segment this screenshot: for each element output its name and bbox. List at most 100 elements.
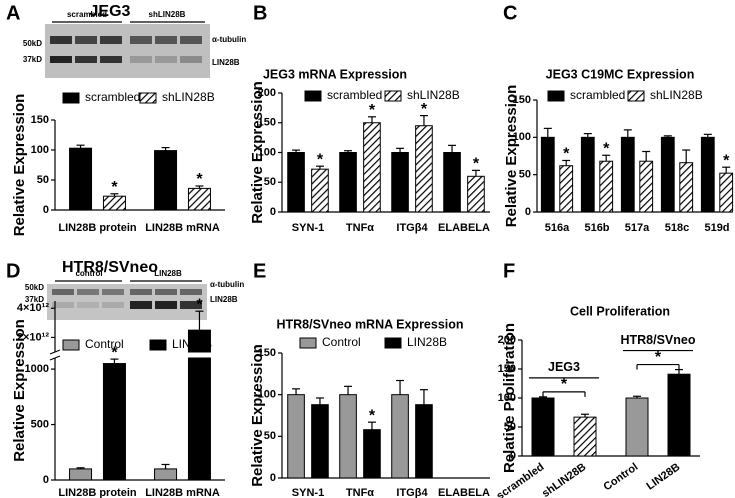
y-tick-label: 50 [504, 421, 516, 433]
legend-swatch [299, 337, 317, 349]
y-tick-label: 150 [258, 347, 276, 359]
panel-letter: A [6, 2, 20, 24]
x-tick-label: ELABELA [438, 487, 490, 498]
significance-star: * [603, 140, 610, 157]
legend-label: LIN28B [172, 337, 212, 351]
legend-swatch [139, 92, 157, 104]
y-tick-label: 150 [498, 363, 516, 375]
significance-star: * [421, 101, 428, 118]
panel-letter: F [503, 260, 515, 282]
panel-letter: D [6, 260, 20, 282]
bar [639, 160, 654, 213]
legend-swatch [149, 339, 167, 351]
bar [154, 468, 178, 481]
y-tick-label: 100 [258, 146, 276, 158]
y-tick-label: 100 [258, 389, 276, 401]
bar [679, 162, 694, 213]
bar [154, 150, 178, 211]
panel-title: JEG3 [90, 3, 131, 20]
y-tick-label: 150 [258, 117, 276, 129]
bar [719, 172, 734, 213]
bar [660, 136, 675, 213]
blot-protein: LIN28B [210, 295, 238, 304]
y-tick-label: 100 [31, 144, 49, 156]
bar [667, 373, 691, 457]
bar [187, 357, 211, 481]
y-tick-label: 0 [525, 206, 531, 218]
bar [559, 165, 574, 213]
y-tick-label: 0 [510, 450, 516, 462]
blot-marker: 37kD [23, 55, 42, 64]
bar [339, 394, 357, 479]
bar [339, 152, 357, 213]
bar [540, 136, 555, 213]
blot-lane-label: scrambled [67, 10, 107, 19]
significance-star: * [369, 102, 376, 119]
legend-label: shLIN28B [407, 88, 460, 102]
bar [625, 397, 649, 457]
blot-protein: α-tubulin [210, 280, 244, 289]
legend-label: Control [322, 335, 361, 349]
panel-title: HTR8/SVneo mRNA Expression [276, 317, 463, 331]
significance-star: * [561, 376, 568, 393]
x-tick-label: LIN28B [644, 461, 682, 493]
legend-swatch [62, 92, 80, 104]
bar [573, 416, 597, 457]
panel-title: JEG3 mRNA Expression [263, 67, 407, 81]
y-tick-label: 150 [31, 114, 49, 126]
y-axis-label: Relative Expression [503, 85, 520, 228]
group-label: HTR8/SVneo [620, 333, 695, 347]
y-tick-label: 50 [37, 174, 49, 186]
legend-label: shLIN28B [162, 90, 215, 104]
western-blot [45, 21, 210, 78]
significance-star: * [655, 349, 662, 366]
axis-break [49, 349, 61, 355]
bar [443, 152, 461, 213]
bar [580, 136, 595, 213]
legend-label: scrambled [85, 90, 140, 104]
legend-label: LIN28B [407, 335, 447, 349]
significance-star: * [111, 179, 118, 196]
x-tick-label: 518c [665, 222, 689, 234]
legend-swatch [384, 90, 402, 102]
y-axis-label: Relative Expression [11, 94, 28, 237]
legend-label: scrambled [570, 88, 625, 102]
y-tick-label: 0 [270, 472, 276, 484]
bar [287, 394, 305, 479]
blot-lane-label: LIN28B [154, 269, 182, 278]
axis-break [49, 355, 61, 361]
blot-marker: 37kD [25, 295, 44, 304]
blot-protein: LIN28B [212, 58, 240, 67]
y-tick-label: 500 [31, 418, 49, 430]
x-tick-label: LIN28B mRNA [145, 487, 220, 498]
legend-swatch [62, 339, 80, 351]
x-tick-label: ITGβ4 [396, 222, 428, 234]
x-tick-label: ITGβ4 [396, 487, 428, 498]
y-tick-label: 50 [264, 176, 276, 188]
significance-star: * [473, 156, 480, 173]
x-tick-label: 517a [625, 222, 650, 234]
y-tick-label: 2×10¹² [17, 331, 49, 343]
x-tick-label: 519d [704, 222, 729, 234]
panel-letter: E [253, 260, 266, 282]
y-axis-label: Relative Proliferation [501, 323, 518, 473]
panel-title: Cell Proliferation [570, 304, 670, 318]
bar [69, 147, 93, 211]
bar [391, 152, 409, 213]
y-tick-label: 100 [498, 392, 516, 404]
y-axis-label: Relative Expression [11, 319, 28, 462]
x-tick-label: ELABELA [438, 222, 490, 234]
bar [311, 168, 329, 213]
bar [415, 404, 433, 479]
significance-star: * [723, 152, 730, 169]
y-tick-label: 50 [519, 169, 531, 181]
legend-label: scrambled [327, 88, 382, 102]
bar [599, 160, 614, 213]
western-blot [47, 280, 207, 320]
y-tick-label: 150 [513, 94, 531, 106]
bar [187, 187, 211, 211]
y-tick-label: 1000 [25, 363, 49, 375]
y-tick-label: 4×10¹² [17, 302, 49, 314]
legend-swatch [304, 90, 322, 102]
y-tick-label: 200 [258, 87, 276, 99]
